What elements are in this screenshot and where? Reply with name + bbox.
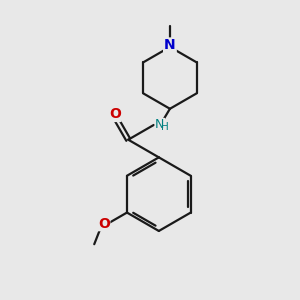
Text: N: N [164, 38, 176, 52]
Text: N: N [155, 118, 165, 131]
Text: O: O [109, 107, 121, 122]
Text: O: O [98, 217, 110, 231]
Text: H: H [161, 122, 169, 132]
